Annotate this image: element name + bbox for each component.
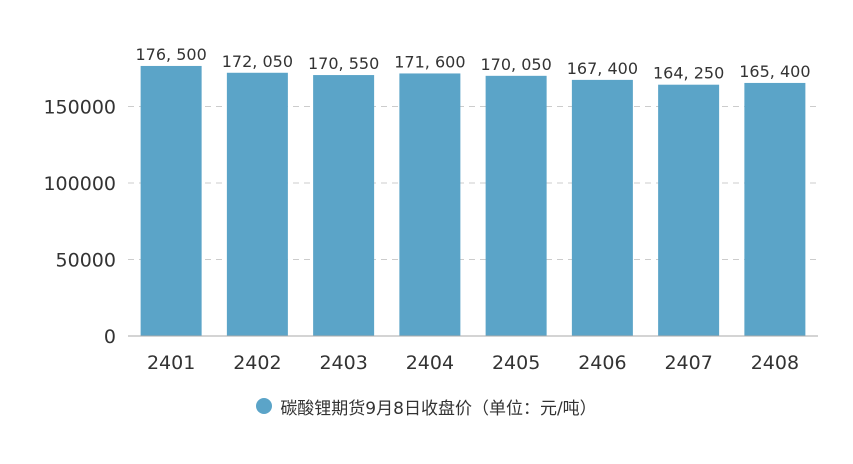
legend[interactable]: 碳酸锂期货9月8日收盘价（单位：元/吨） bbox=[0, 392, 853, 420]
legend-label: 碳酸锂期货9月8日收盘价（单位：元/吨） bbox=[280, 398, 597, 419]
x-tick-label: 2408 bbox=[751, 352, 799, 374]
y-tick-label: 100000 bbox=[43, 173, 116, 195]
y-tick-label: 150000 bbox=[43, 97, 116, 119]
bar-data-label: 170, 550 bbox=[308, 54, 379, 73]
bar[interactable] bbox=[744, 82, 806, 336]
x-tick-label: 2403 bbox=[319, 352, 367, 374]
bar-data-label: 172, 050 bbox=[222, 52, 293, 71]
bar[interactable] bbox=[226, 72, 288, 337]
x-tick-label: 2405 bbox=[492, 352, 540, 374]
bar[interactable] bbox=[399, 73, 461, 337]
bar[interactable] bbox=[658, 84, 720, 336]
bar-data-label: 171, 600 bbox=[394, 52, 465, 71]
x-tick-label: 2407 bbox=[664, 352, 712, 374]
bar[interactable] bbox=[485, 75, 547, 337]
bar-data-label: 164, 250 bbox=[653, 64, 724, 83]
x-tick-label: 2404 bbox=[406, 352, 454, 374]
bar[interactable] bbox=[313, 75, 375, 336]
bar-data-label: 165, 400 bbox=[739, 62, 810, 81]
x-tick-label: 2402 bbox=[233, 352, 281, 374]
bar-data-label: 176, 500 bbox=[136, 45, 207, 64]
bar[interactable] bbox=[140, 65, 202, 336]
bar-data-label: 170, 050 bbox=[481, 55, 552, 74]
x-tick-label: 2406 bbox=[578, 352, 626, 374]
bar[interactable] bbox=[571, 79, 633, 337]
y-tick-label: 0 bbox=[104, 326, 116, 348]
y-tick-label: 50000 bbox=[56, 250, 116, 272]
bar-data-label: 167, 400 bbox=[567, 59, 638, 78]
legend-marker-icon bbox=[256, 398, 273, 414]
x-tick-label: 2401 bbox=[147, 352, 195, 374]
